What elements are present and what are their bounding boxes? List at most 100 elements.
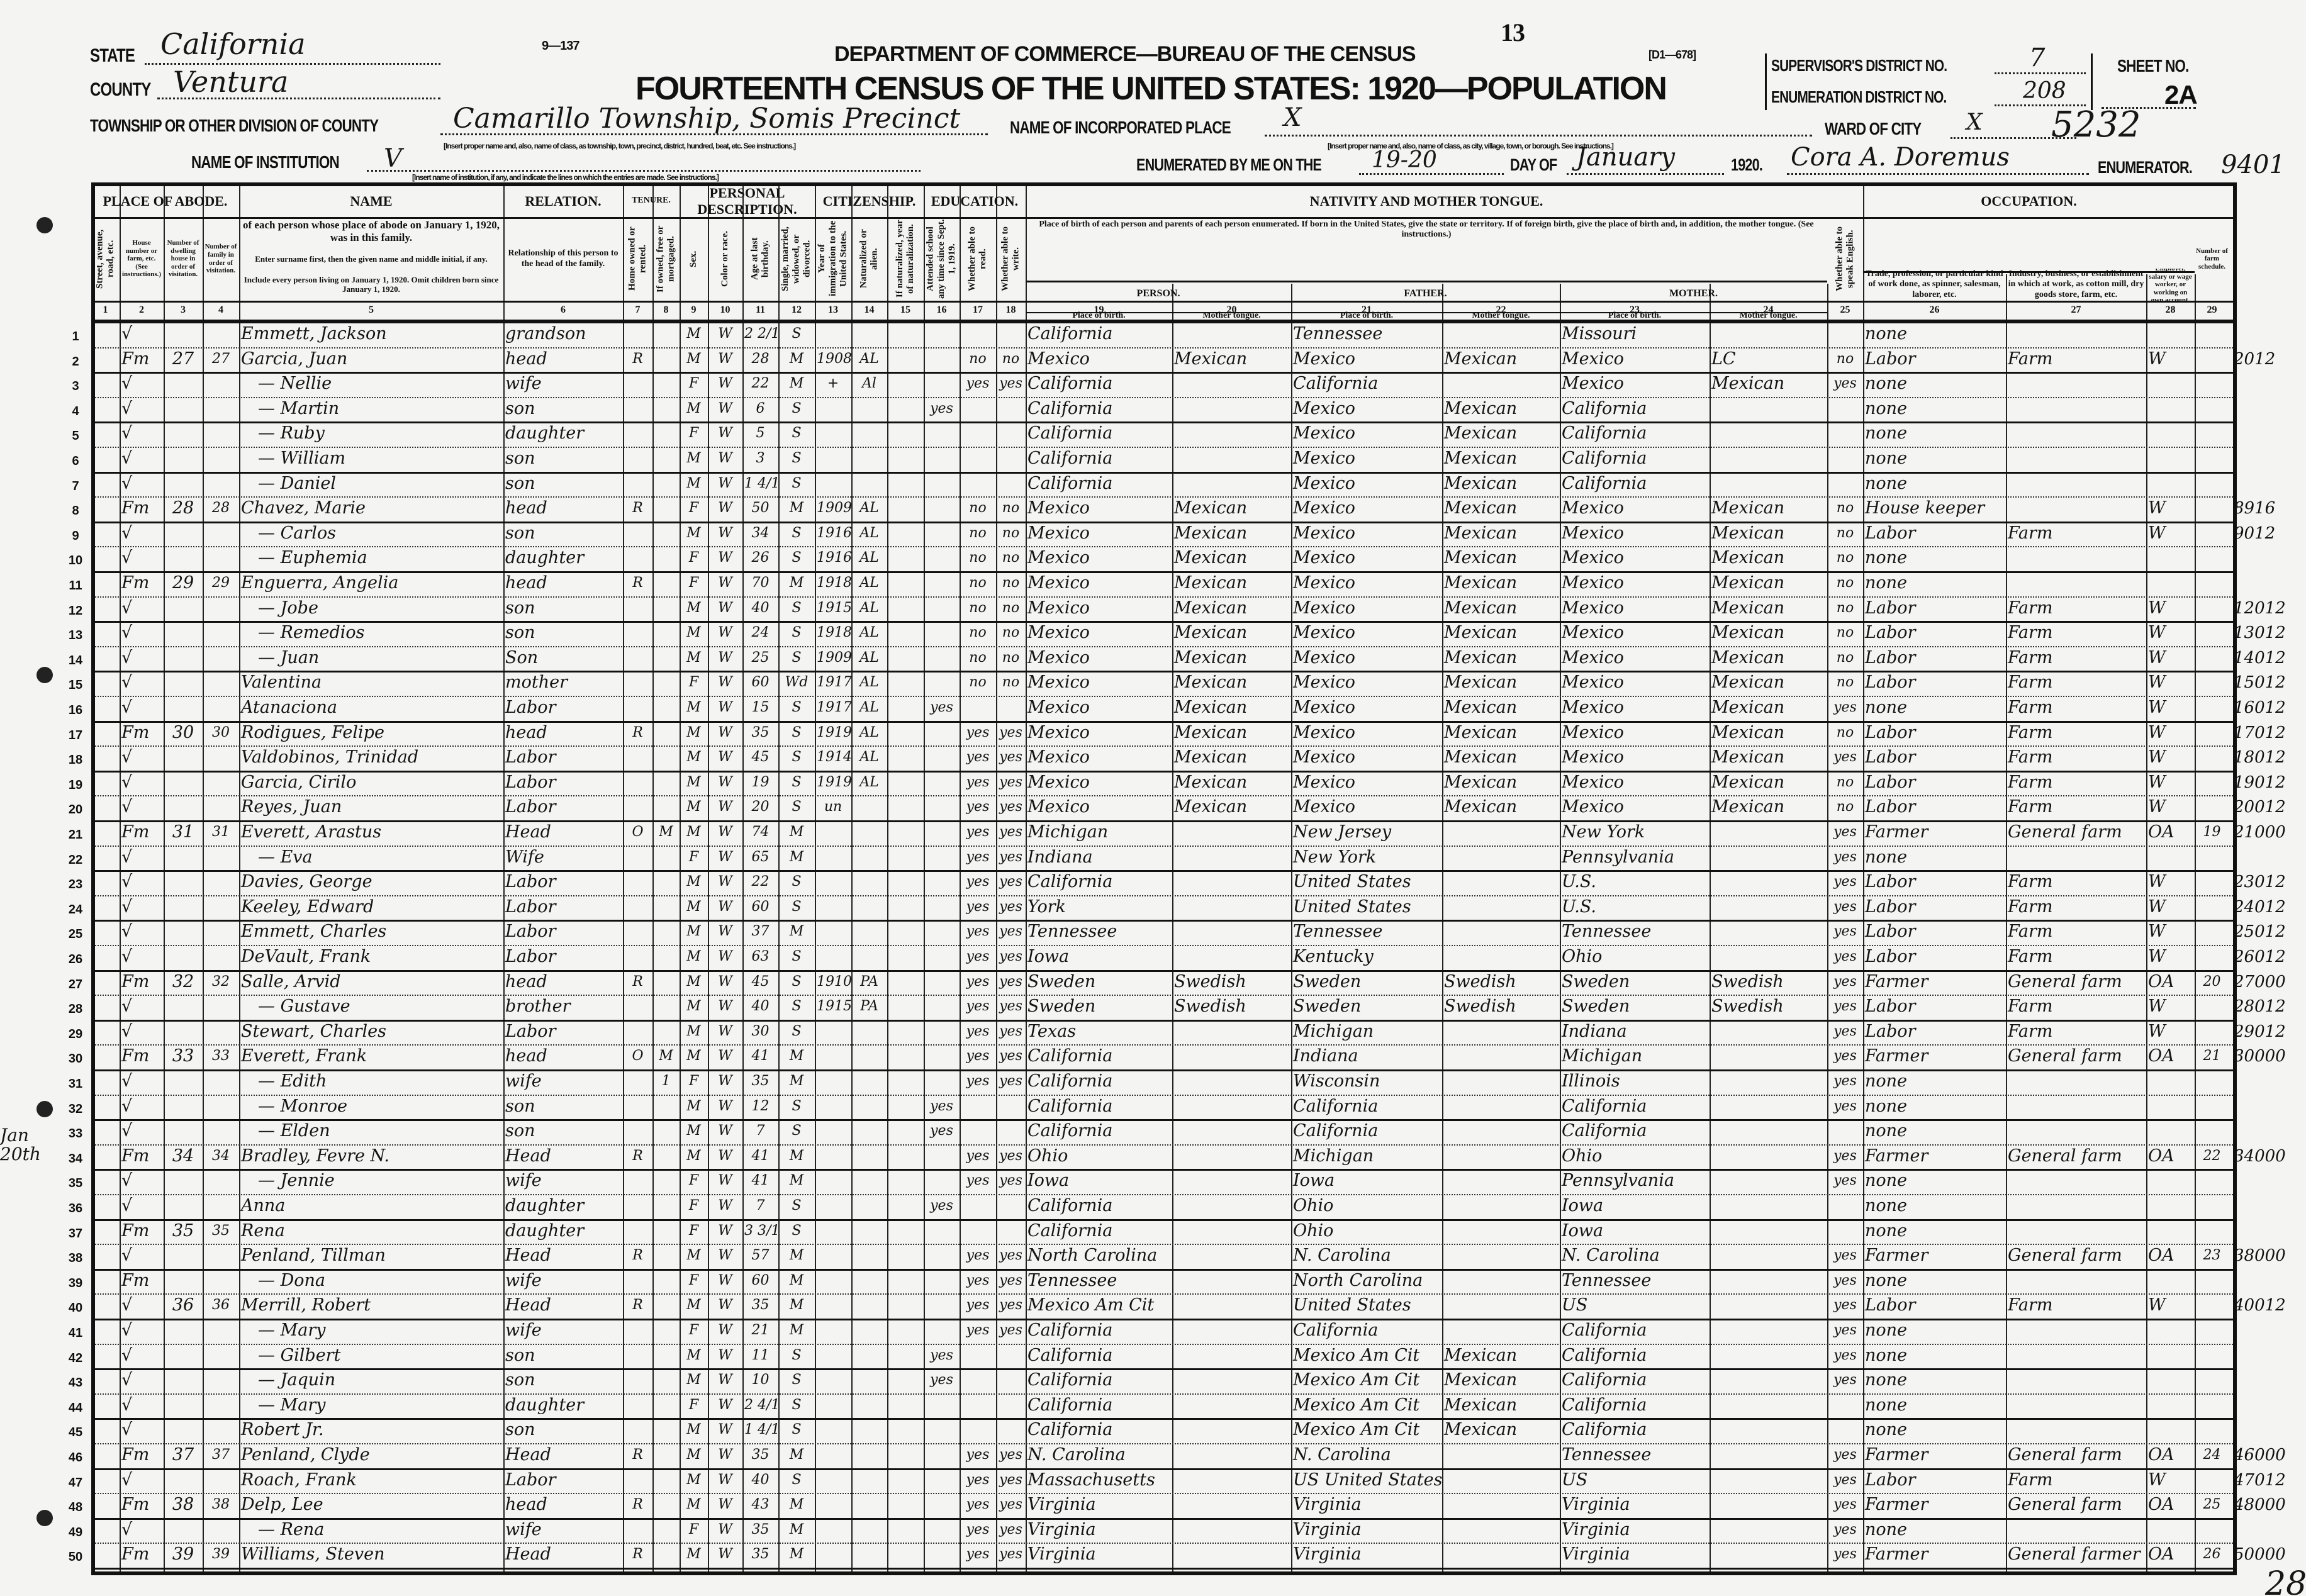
cell-birthplace: California xyxy=(1027,1320,1113,1340)
cell-can-write: yes xyxy=(999,998,1022,1015)
cell-home-tenure: R xyxy=(632,1497,643,1513)
row-rule xyxy=(95,1493,2233,1495)
cell-race: W xyxy=(718,475,732,491)
cell-home-tenure: R xyxy=(632,1447,643,1463)
cell-marital-status: S xyxy=(792,973,802,990)
cell-sex: M xyxy=(686,924,701,940)
cell-can-read: yes xyxy=(966,1521,990,1537)
cell-father-birthplace: New York xyxy=(1293,847,1377,867)
cell-employment-class: W xyxy=(2148,672,2166,693)
column-rule xyxy=(2146,274,2147,1571)
cell-speaks-english: yes xyxy=(1833,898,1857,915)
cell-birthplace: Mexico xyxy=(1027,647,1090,667)
column-rule xyxy=(960,186,961,1571)
cell-home-tenure: O xyxy=(632,824,644,840)
cell-owned-free-mortgaged: 1 xyxy=(661,1073,671,1089)
cell-race: W xyxy=(718,425,732,442)
cell-house-or-farm: √ xyxy=(121,797,133,817)
row-rule xyxy=(95,421,2233,424)
cell-can-write: yes xyxy=(999,949,1022,964)
cell-name: Bradley, Fevre N. xyxy=(241,1146,390,1166)
cell-mother-tongue: Swedish xyxy=(1174,971,1246,991)
cell-relation: daughter xyxy=(505,1220,585,1241)
cell-mother-birthplace: Mexico xyxy=(1562,722,1624,742)
cell-name: — Euphemia xyxy=(258,548,367,568)
cell-race: W xyxy=(718,1397,732,1413)
line-number: 5 xyxy=(72,429,79,444)
cell-father-birthplace: Mexico xyxy=(1293,698,1355,717)
cell-marital-status: S xyxy=(792,724,802,740)
column-header-employment-class: Employer, salary or wage worker, or work… xyxy=(2149,269,2192,301)
cell-industry: General farm xyxy=(2008,971,2122,991)
cell-race: W xyxy=(718,874,732,890)
cell-sex: M xyxy=(686,1471,701,1488)
cell-father-mother-tongue: Mexican xyxy=(1444,722,1518,742)
cell-race: W xyxy=(718,1222,732,1239)
cell-speaks-english: yes xyxy=(1833,1497,1857,1513)
cell-farm-schedule-number: 25 xyxy=(2203,1497,2221,1513)
cell-birthplace: California xyxy=(1027,1420,1113,1440)
cell-speaks-english: yes xyxy=(1833,1272,1857,1288)
cell-house-or-farm: √ xyxy=(121,1171,133,1191)
cell-birthplace: Mexico xyxy=(1027,349,1090,369)
cell-birthplace: California xyxy=(1027,398,1113,418)
cell-farm-schedule-number: 24 xyxy=(2203,1447,2221,1463)
cell-family-number: 35 xyxy=(212,1222,230,1239)
sheet-label: SHEET NO. xyxy=(2117,56,2189,75)
cell-house-or-farm: √ xyxy=(121,548,133,568)
cell-sex: F xyxy=(688,500,699,516)
line-number: 44 xyxy=(68,1400,83,1415)
row-rule xyxy=(95,1219,2233,1221)
cell-employment-class: OA xyxy=(2148,1046,2174,1066)
column-rule xyxy=(1710,284,1711,1571)
column-number: 23 xyxy=(1630,304,1640,315)
cell-mother-birthplace: Mexico xyxy=(1562,498,1624,518)
cell-relation: Labor xyxy=(505,698,556,717)
column-header-trade: Trade, profession, or particular kind of… xyxy=(1866,269,2003,299)
line-number: 19 xyxy=(68,778,83,792)
row-rule xyxy=(95,870,2233,873)
cell-name: — Mary xyxy=(258,1395,326,1415)
cell-mother-birthplace: Mexico xyxy=(1562,523,1624,543)
column-number: 16 xyxy=(936,304,947,315)
cell-father-mother-tongue: Mexican xyxy=(1444,1420,1518,1440)
cell-birthplace: Mexico xyxy=(1027,747,1090,767)
cell-race: W xyxy=(718,749,732,766)
cell-mother-birthplace: U.S. xyxy=(1562,872,1596,892)
column-number: 25 xyxy=(1840,304,1850,315)
column-number: 20 xyxy=(1226,304,1237,315)
cell-race: W xyxy=(718,949,732,964)
column-header-farm-schedule-number: Number of farm schedule. xyxy=(2196,247,2228,271)
cell-mother-mother-tongue: Mexican xyxy=(1711,623,1785,643)
cell-house-or-farm: Fm xyxy=(121,971,150,991)
row-rule xyxy=(95,845,2233,847)
cell-sex: F xyxy=(688,425,699,442)
cell-relation: Head xyxy=(505,1445,551,1465)
cell-name: — Gustave xyxy=(258,996,350,1017)
column-number: 29 xyxy=(2207,304,2217,315)
column-rule xyxy=(2195,274,2196,1571)
cell-birthplace: Mexico xyxy=(1027,797,1090,817)
cell-can-read: yes xyxy=(966,799,990,815)
cell-house-or-farm: Fm xyxy=(121,1270,150,1290)
cell-trade: none xyxy=(1865,698,1908,717)
cell-house-or-farm: √ xyxy=(121,324,133,343)
cell-industry: Farm xyxy=(2008,772,2053,792)
state-value: California xyxy=(160,27,306,61)
cell-marital-status: S xyxy=(792,1222,802,1239)
cell-family-number: 39 xyxy=(212,1546,230,1563)
cell-industry: Farm xyxy=(2008,1021,2053,1041)
form-number: 9—137 xyxy=(542,39,579,53)
line-number: 23 xyxy=(68,878,83,892)
cell-farm-schedule-number: 19 xyxy=(2203,824,2221,840)
cell-father-birthplace: Mexico xyxy=(1293,548,1355,568)
cell-trade: Labor xyxy=(1865,996,1916,1017)
cell-sex: M xyxy=(686,799,701,815)
cell-race: W xyxy=(718,575,732,591)
cell-relation: Labor xyxy=(505,797,556,817)
cell-trade: none xyxy=(1865,1345,1908,1365)
cell-sex: M xyxy=(686,649,701,666)
cell-speaks-english: yes xyxy=(1833,1471,1857,1488)
cell-sex: M xyxy=(686,1247,701,1264)
cell-father-birthplace: Sweden xyxy=(1293,996,1362,1017)
